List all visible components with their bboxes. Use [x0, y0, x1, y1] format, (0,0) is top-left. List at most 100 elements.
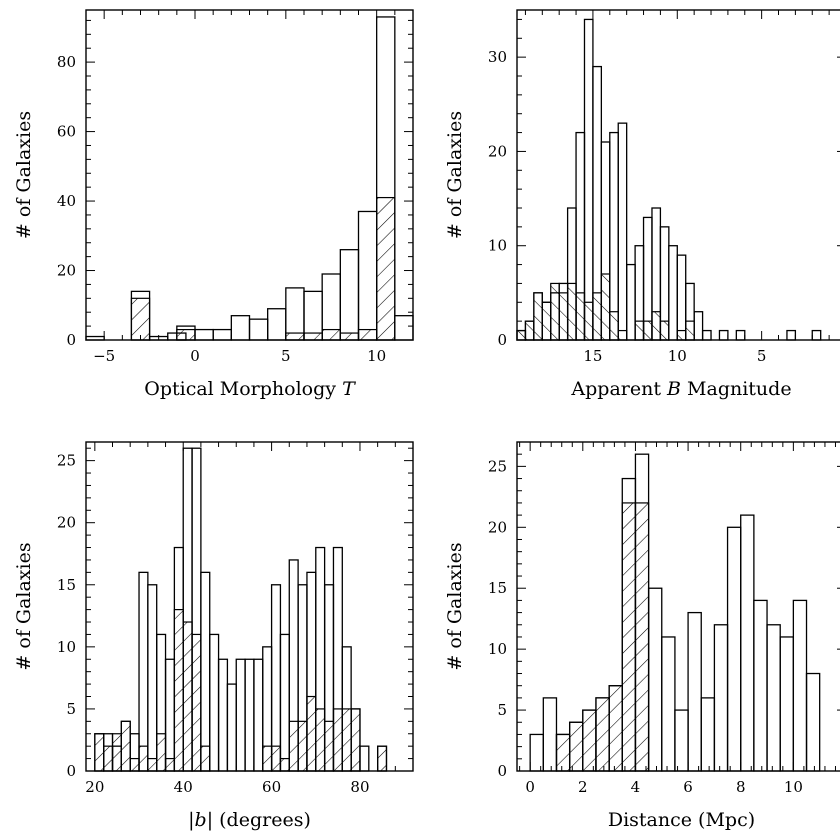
hatched-bar: [642, 320, 653, 341]
x-tick-label: 2: [578, 778, 588, 796]
hatched-bar: [315, 708, 326, 772]
histogram-bar: [209, 633, 220, 772]
hatched-bar: [651, 311, 662, 341]
hatched-bar: [339, 332, 360, 341]
x-tick-label: 40: [174, 778, 193, 796]
histogram-bar: [609, 131, 619, 341]
hatched-bar: [575, 292, 586, 341]
hatched-bar: [156, 733, 167, 772]
histogram-bar: [394, 315, 414, 341]
hatched-bar: [332, 708, 343, 772]
hatched-bar: [200, 745, 211, 772]
x-tick-label: 10: [784, 778, 803, 796]
y-tick-label: 20: [57, 514, 76, 532]
histogram-bar: [270, 584, 282, 772]
hatched-bar: [621, 502, 637, 772]
histogram-bar: [217, 658, 229, 772]
y-tick-label: 5: [497, 701, 507, 719]
y-tick-label: 0: [66, 331, 76, 349]
histogram-bar: [626, 263, 636, 341]
hatched-bar: [130, 297, 151, 341]
histogram-bar: [285, 287, 305, 341]
y-tick-label: 0: [66, 762, 76, 780]
distance-panel: 0 2 4 6 8 10 0 5 10 15 20 25 Distance (Mpc) # of Gala…: [444, 441, 840, 831]
hatched-bar: [357, 328, 378, 341]
hatched-bar: [609, 311, 619, 341]
hatched-bar: [634, 320, 645, 341]
x-axis-title: Optical Morphology T: [144, 378, 356, 400]
hatched-bar: [569, 721, 584, 772]
hatched-bar: [147, 757, 158, 772]
plot-frame: [85, 9, 414, 341]
hatched-bar: [270, 745, 282, 772]
y-axis-title: # of Galaxies: [13, 111, 35, 239]
x-tick-label: 5: [281, 347, 291, 365]
x-tick-label: 80: [350, 778, 369, 796]
hatched-bar: [524, 320, 535, 341]
hatched-bar: [592, 292, 602, 341]
y-axis-title: # of Galaxies: [444, 111, 466, 239]
y-tick-label: 15: [488, 579, 507, 597]
hatched-bar: [582, 709, 597, 772]
hatched-bar: [111, 733, 122, 772]
x-tick-label: 10: [668, 347, 687, 365]
x-tick-label: 0: [190, 347, 200, 365]
x-tick-label: 0: [525, 778, 535, 796]
histogram-bar: [668, 245, 678, 341]
histogram-bar: [226, 683, 237, 772]
hatched-bar: [676, 329, 687, 341]
hatched-bar: [321, 328, 341, 341]
histogram-bar: [786, 329, 797, 341]
histogram-bar: [779, 636, 795, 772]
hatched-bar: [173, 609, 184, 772]
hatched-bar: [306, 695, 317, 772]
y-axis-title: # of Galaxies: [13, 542, 35, 670]
y-tick-label: 40: [57, 192, 76, 210]
hatched-bar: [341, 708, 352, 772]
y-tick-label: 0: [497, 762, 507, 780]
y-tick-label: 10: [57, 638, 76, 656]
hatched-bar: [659, 320, 670, 341]
y-tick-label: 10: [488, 640, 507, 658]
histogram-bar: [661, 636, 676, 772]
hatched-bar: [567, 282, 577, 341]
histogram-bar: [740, 514, 755, 772]
histogram-bar: [647, 587, 663, 772]
hatched-bar: [583, 301, 594, 341]
hatched-bar: [376, 196, 396, 341]
histogram-bar: [359, 745, 370, 772]
y-tick-label: 80: [57, 53, 76, 71]
x-tick-label: 60: [262, 778, 281, 796]
histogram-bar: [676, 254, 687, 341]
histogram-bar: [713, 624, 729, 772]
x-axis-title: |b| (degrees): [188, 809, 311, 831]
hatched-bar: [685, 320, 695, 341]
histogram-bar: [701, 329, 712, 341]
histogram-bar: [700, 697, 716, 772]
x-tick-label: 15: [583, 347, 602, 365]
morphology-panel: −5 0 5 10 0 20 40 60 80 Optical Morphology T # of …: [13, 9, 414, 400]
hatched-bar: [120, 720, 131, 772]
hatched-bar: [324, 720, 335, 772]
histogram-bar: [617, 122, 628, 341]
y-tick-label: 25: [57, 452, 76, 470]
histogram-bar: [164, 658, 176, 772]
histogram-bar: [542, 697, 558, 772]
hatched-bar: [303, 332, 323, 341]
y-tick-label: 20: [488, 142, 507, 160]
plot-frame: [85, 441, 414, 772]
x-tick-label: 4: [631, 778, 641, 796]
hatched-bar: [103, 745, 114, 772]
hatched-bar: [285, 332, 305, 341]
histogram-bar: [726, 526, 742, 772]
hatched-bar: [516, 329, 527, 341]
histogram-bar: [267, 308, 287, 341]
histogram-bar: [753, 599, 768, 772]
histogram-bar: [138, 571, 149, 772]
histogram-bar: [766, 624, 781, 772]
hatched-bar: [555, 733, 571, 772]
hatched-bar: [600, 273, 611, 341]
hatched-bar: [94, 733, 105, 772]
histogram-bar: [718, 329, 729, 341]
